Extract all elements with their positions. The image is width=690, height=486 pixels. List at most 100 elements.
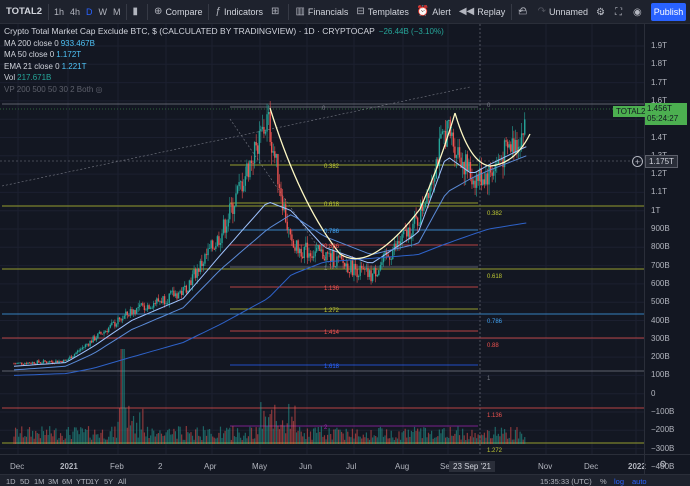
candle [466,150,469,179]
volume-bar [426,437,428,444]
volume-bar [92,434,94,444]
candle [308,247,310,261]
indicator-templates-button[interactable]: ⊞ [267,0,286,24]
volume-bar [333,429,335,444]
range-5Y[interactable]: 5Y [104,477,114,486]
volume-bar [182,439,184,444]
range-YTD[interactable]: YTD [76,477,91,486]
price-chart[interactable]: 0 0.382 0.618 0.786 0.886 1 1.136 1.272 1.414 1.6… [0,24,644,454]
volume-bar [109,431,111,444]
candle [320,245,323,253]
templates-button[interactable]: ⊟ Templates [352,0,412,24]
percent-toggle[interactable]: % [600,477,607,486]
range-1D[interactable]: 1D [6,477,16,486]
volume-bar [372,437,374,444]
volume-bar [351,428,354,444]
ema21-label[interactable]: EMA 21 close 0 [4,61,60,71]
volume-bar [278,429,281,444]
range-5D[interactable]: 5D [20,477,30,486]
volume-bar [496,435,498,444]
volume-bar [354,433,357,444]
price-tick: 1.1T [651,187,668,197]
volume-bar [513,439,515,444]
replay-button[interactable]: ◀◀ Replay [455,0,509,24]
settings-icon[interactable]: ⚙ [659,459,668,469]
ma200-label[interactable]: MA 200 close 0 [4,38,59,48]
volume-bar [187,432,189,444]
candle [465,149,467,185]
candle [25,361,28,365]
alert-button[interactable]: ⏰ Alert [413,0,455,24]
candle [323,255,326,261]
ma200-line [13,222,527,376]
volume-bar [55,428,57,444]
range-All[interactable]: All [118,477,127,486]
price-tick: 1.6T [651,95,668,105]
redo-icon: ↷ [537,6,546,17]
candle [218,231,220,248]
snapshot-button[interactable]: ◉ [633,0,642,24]
range-1M[interactable]: 1M [34,477,45,486]
auto-toggle[interactable]: auto [632,477,647,486]
chart-grid [0,24,644,454]
range-1Y[interactable]: 1Y [90,477,100,486]
fullscreen-icon: ⛶ [615,6,622,18]
fullscreen-button[interactable]: ⛶ [615,0,622,24]
volume-bar [115,437,118,444]
vol-label[interactable]: Vol [4,73,16,82]
settings-button[interactable]: ⚙ [596,0,605,24]
clock[interactable]: 15:35:33 (UTC) [540,477,592,486]
symbol-search[interactable]: TOTAL2 [6,6,43,17]
volume-bar [359,436,361,444]
candle [157,294,160,302]
indicators-button[interactable]: ƒ Indicators [211,0,267,24]
volume-bar [336,427,338,444]
candle [514,129,517,154]
candle [252,161,254,176]
publish-button[interactable]: Publish [651,3,686,21]
add-alert-icon[interactable]: + [632,156,643,167]
volume-bar [198,435,200,444]
candle [388,256,391,266]
volume-bar [199,436,201,444]
volume-bar [311,439,313,444]
interval-W[interactable]: W [98,6,108,17]
financials-button[interactable]: ▥ Financials [291,0,352,24]
volume-bar [398,431,400,444]
ma50-label[interactable]: MA 50 close 0 [4,50,55,59]
undo-button[interactable]: ↶ [514,0,533,24]
candle [269,101,271,146]
time-axis[interactable]: Dec 2021 Feb 2 Apr May Jun Jul Aug Sep Nov Dec 2022 [0,454,646,474]
volume-bar [101,429,104,444]
volume-bar [420,428,422,444]
volume-bar [326,434,329,444]
layout-name-dropdown[interactable]: Unnamed ⌄ [549,0,606,24]
vp-label[interactable]: VP 200 500 50 30 2 Both [4,84,94,94]
fib-right-label: 1.136 [487,413,503,419]
volume-bar [280,424,282,444]
price-axis[interactable]: 1.9T1.8T1.7T1.6T1.5T1.4T1.3T1.2T1.1T1T90… [644,24,690,471]
volume-bar [462,428,464,444]
layout-button[interactable]: ▭ [518,0,527,24]
fib-left-label: 0.618 [324,202,340,208]
bottom-bar: 15:35:33 (UTC) % log auto 1D 5D 1M 3M 6M YTD 1… [0,474,690,486]
volume-bar [125,407,127,444]
compare-button[interactable]: ⊕ Compare [150,0,206,24]
range-6M[interactable]: 6M [62,477,73,486]
log-toggle[interactable]: log [614,477,625,486]
interval-list: 1h 4h D W M [51,0,124,24]
interval-1h[interactable]: 1h [54,6,65,17]
replay-icon: ◀◀ [458,6,475,17]
range-3M[interactable]: 3M [48,477,59,486]
candle [106,328,108,335]
interval-D[interactable]: D [86,6,93,17]
bar-style-button[interactable]: ▮ [129,0,146,24]
price-tick: 500B [651,297,670,307]
interval-4h[interactable]: 4h [70,6,81,17]
candle [294,245,296,254]
ma50-line [13,155,527,371]
interval-M[interactable]: M [113,6,121,17]
candle [506,139,509,155]
candle [477,169,479,186]
redo-button[interactable]: ↷ [534,0,553,24]
